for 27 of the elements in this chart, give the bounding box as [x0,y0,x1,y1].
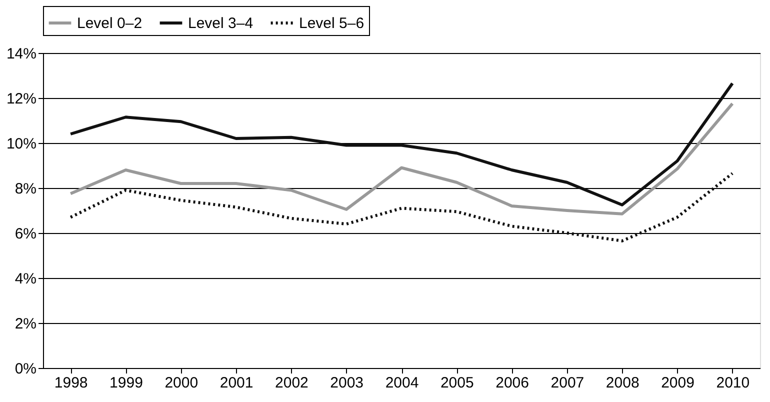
legend-label: Level 3–4 [188,15,254,32]
x-tick-label: 2002 [275,374,308,392]
x-tick-label: 1999 [110,374,143,392]
x-tick-label: 2010 [716,374,750,392]
x-tick-label: 2009 [661,374,694,392]
x-tick-label: 2000 [164,374,198,392]
line-series [69,82,734,206]
y-tick-label: 14% [6,46,36,62]
legend-label: Level 5–6 [299,15,364,32]
line-series [69,172,734,242]
y-tick-label: 12% [6,90,36,108]
y-tick-label: 10% [6,136,36,152]
x-tick-label: 1998 [54,374,88,392]
x-tick-label: 2008 [606,374,640,392]
x-tick-label: 2004 [385,374,419,392]
y-tick-label: 4% [14,270,36,288]
y-tick-label: 8% [14,180,36,198]
line-series [69,102,734,216]
y-tick-label: 2% [14,316,36,332]
legend-label: Level 0–2 [77,15,142,32]
y-tick-label: 6% [14,226,36,242]
y-tick-label: 0% [14,360,36,378]
x-tick-label: 2003 [330,374,364,392]
x-tick-label: 2001 [220,374,254,392]
x-tick-label: 2007 [550,374,584,392]
x-tick-label: 2006 [496,374,529,392]
x-tick-label: 2005 [440,374,474,392]
